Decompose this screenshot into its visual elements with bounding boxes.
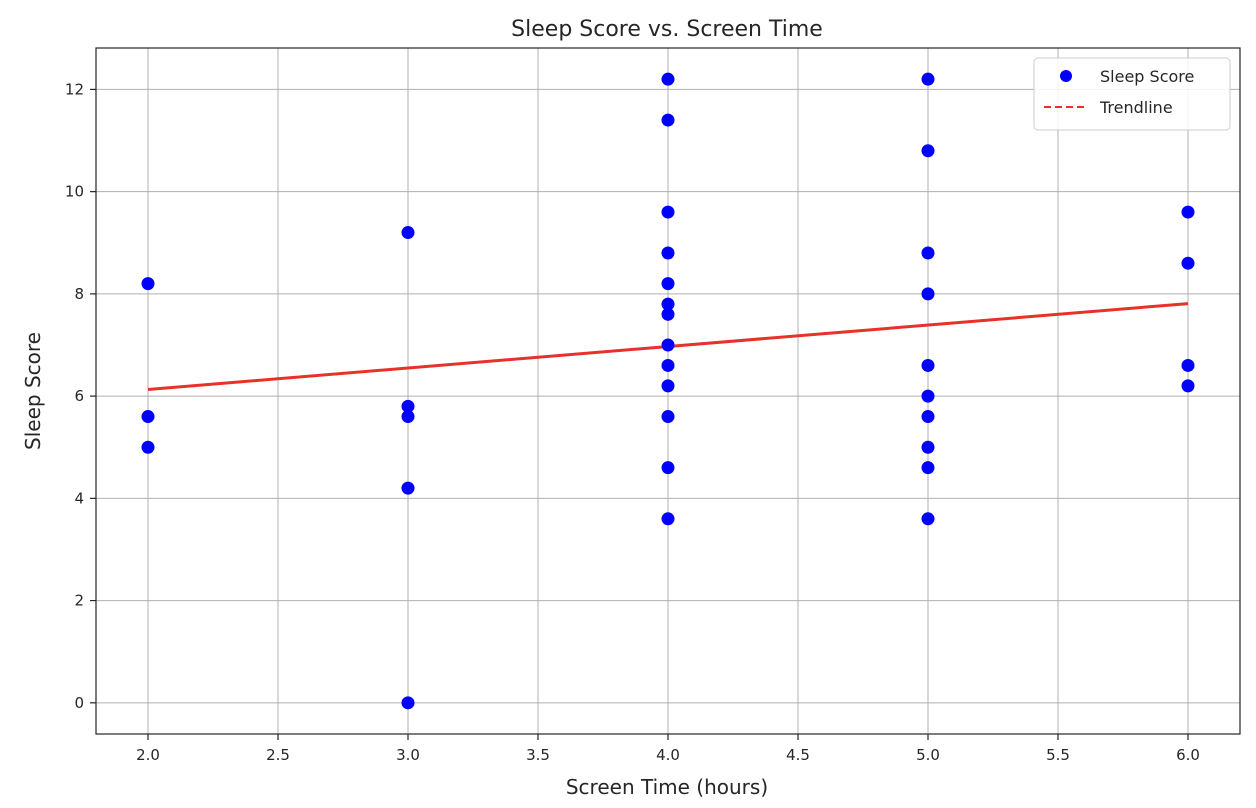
data-point (921, 358, 935, 372)
data-point (1181, 205, 1195, 219)
data-point (921, 410, 935, 424)
data-point (661, 113, 675, 127)
x-axis-ticks: 2.0 2.5 3.0 3.5 4.0 4.5 5.0 5.5 6.0 (136, 734, 1200, 764)
x-tick-label: 3.0 (396, 746, 420, 764)
data-point (141, 277, 155, 291)
data-point (401, 410, 415, 424)
x-tick-label: 2.5 (266, 746, 290, 764)
data-point (401, 226, 415, 240)
x-tick-label: 6.0 (1176, 746, 1200, 764)
data-point (1181, 358, 1195, 372)
x-tick-label: 4.5 (786, 746, 810, 764)
data-point (921, 512, 935, 526)
legend-box (1033, 57, 1231, 131)
x-axis-label: Screen Time (hours) (566, 775, 768, 799)
scatter-points (141, 72, 1195, 710)
legend-label-sleep-score: Sleep Score (1100, 67, 1194, 86)
y-axis-label: Sleep Score (21, 332, 45, 450)
data-point (661, 277, 675, 291)
data-point (661, 512, 675, 526)
y-tick-label: 12 (65, 80, 84, 98)
data-point (661, 205, 675, 219)
x-tick-label: 5.0 (916, 746, 940, 764)
legend: Sleep Score Trendline (1033, 57, 1231, 131)
legend-scatter-marker (1060, 70, 1072, 82)
data-point (921, 461, 935, 475)
data-point (661, 307, 675, 321)
x-tick-label: 5.5 (1046, 746, 1070, 764)
y-tick-label: 6 (74, 387, 84, 405)
x-tick-label: 2.0 (136, 746, 160, 764)
y-tick-label: 10 (65, 183, 84, 201)
x-tick-label: 4.0 (656, 746, 680, 764)
data-point (921, 144, 935, 158)
data-point (661, 379, 675, 393)
data-point (921, 72, 935, 86)
data-point (921, 246, 935, 260)
data-point (1181, 256, 1195, 270)
data-point (661, 358, 675, 372)
data-point (661, 246, 675, 260)
chart-title: Sleep Score vs. Screen Time (511, 17, 823, 42)
grid-lines (96, 48, 1240, 734)
data-point (141, 410, 155, 424)
data-point (661, 338, 675, 352)
data-point (1181, 379, 1195, 393)
data-point (401, 696, 415, 710)
data-point (921, 287, 935, 301)
y-tick-label: 2 (74, 592, 84, 610)
data-point (661, 410, 675, 424)
y-tick-label: 0 (74, 694, 84, 712)
data-point (141, 440, 155, 454)
legend-label-trendline: Trendline (1099, 98, 1173, 117)
y-axis-ticks: 0 2 4 6 8 10 12 (65, 80, 96, 712)
data-point (661, 461, 675, 475)
data-point (661, 72, 675, 86)
y-tick-label: 8 (74, 285, 84, 303)
x-tick-label: 3.5 (526, 746, 550, 764)
data-point (661, 297, 675, 311)
y-tick-label: 4 (74, 489, 84, 507)
data-point (921, 440, 935, 454)
data-point (401, 481, 415, 495)
data-point (401, 399, 415, 413)
data-point (921, 389, 935, 403)
